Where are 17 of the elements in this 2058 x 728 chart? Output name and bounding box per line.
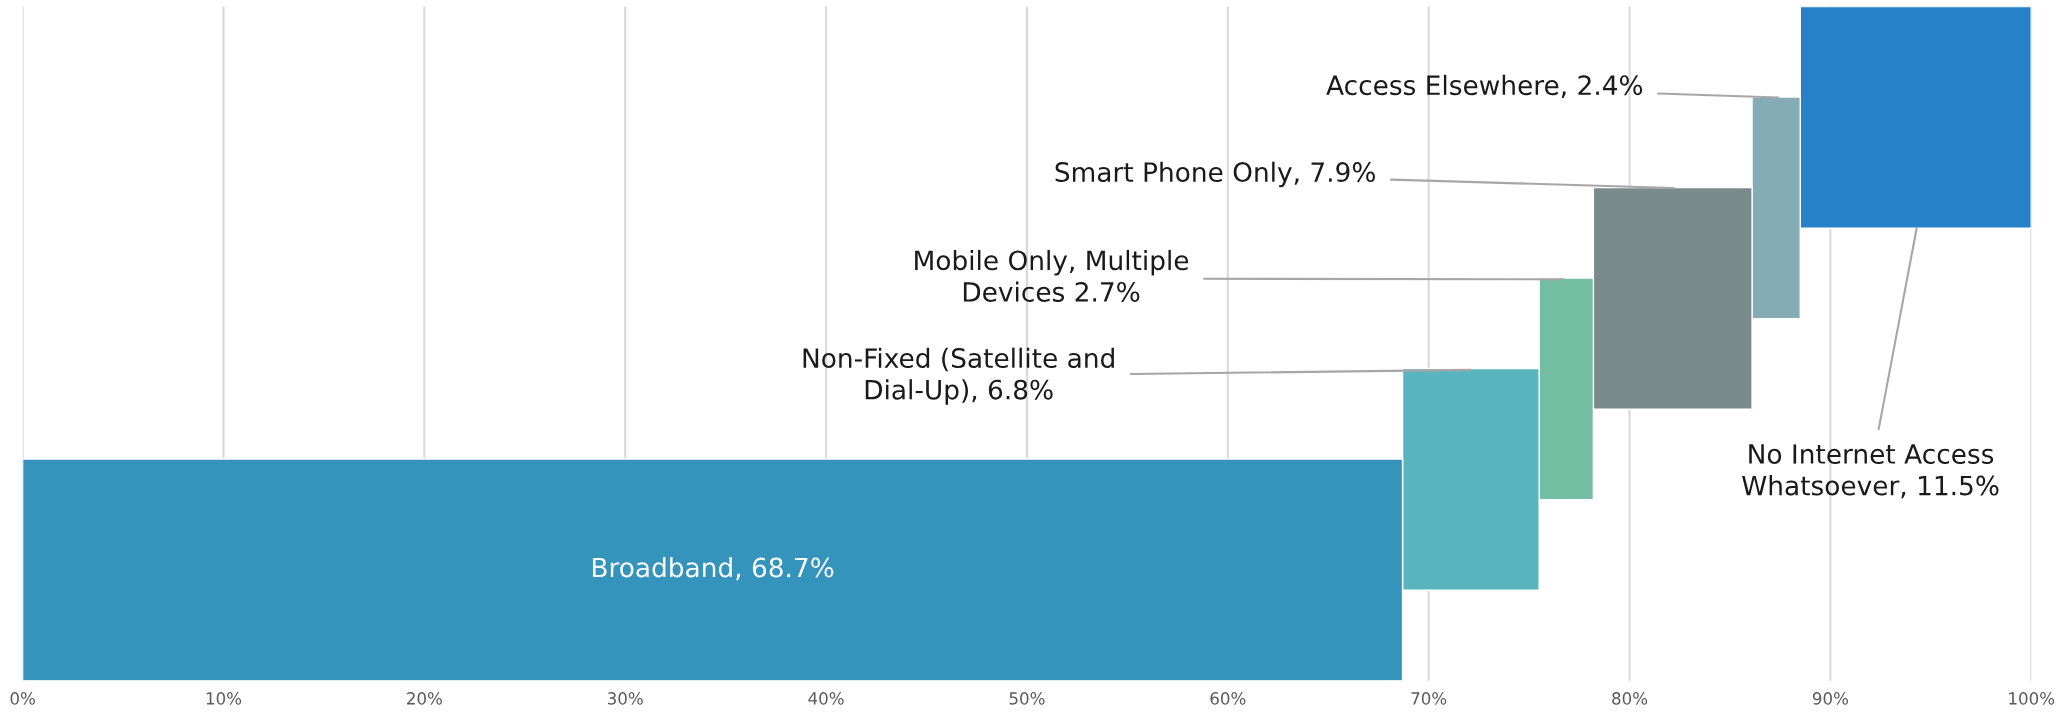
x-tick-label: 30% (607, 692, 643, 705)
data-label: No Internet Access Whatsoever, 11.5% (1742, 444, 1999, 499)
x-tick-label: 40% (808, 692, 844, 705)
x-tick-label: 90% (1812, 692, 1848, 705)
x-tick-label: 50% (1009, 692, 1045, 705)
x-tick-label: 60% (1210, 692, 1246, 705)
x-tick-label: 70% (1411, 692, 1447, 705)
data-label: Broadband, 68.7% (592, 557, 834, 581)
x-tick-label: 100% (2009, 692, 2055, 705)
data-label: Smart Phone Only, 7.9% (1055, 161, 1375, 188)
x-tick-label: 10% (206, 692, 242, 705)
x-tick-label: 20% (407, 692, 442, 705)
data-label: Mobile Only, Multiple Devices 2.7% (915, 249, 1189, 302)
data-label: Non-Fixed (Satellite and Dial-Up), 6.8% (803, 347, 1114, 405)
x-tick-label: 0% (10, 692, 35, 705)
data-label: Access Elsewhere, 2.4% (1326, 74, 1643, 98)
x-tick-label: 80% (1612, 692, 1648, 705)
